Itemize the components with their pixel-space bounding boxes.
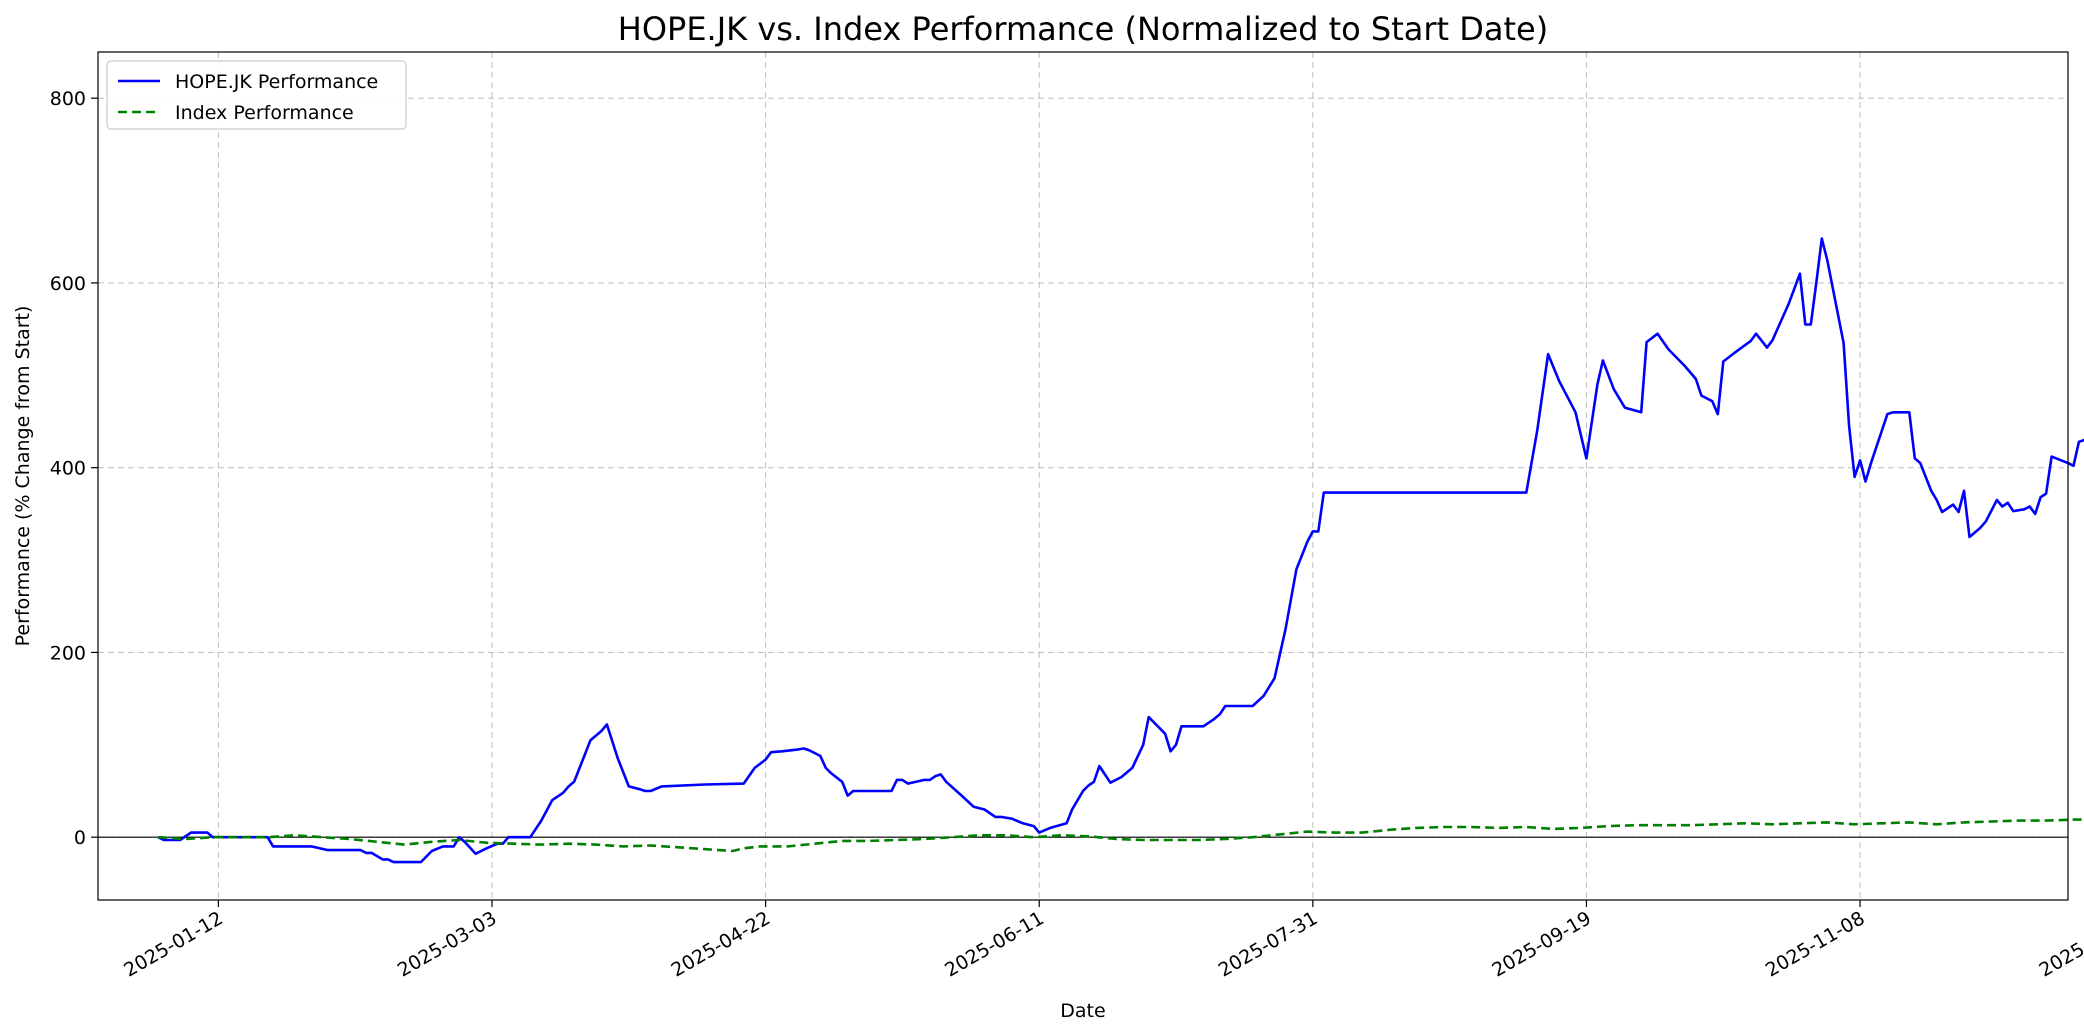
series-layer bbox=[157, 237, 2084, 864]
legend-box bbox=[106, 60, 407, 130]
series-line-index bbox=[158, 818, 2084, 853]
chart-title: HOPE.JK vs. Index Performance (Normalize… bbox=[618, 10, 1548, 48]
legend: HOPE.JK Performance Index Performance bbox=[106, 60, 407, 130]
plot-frame bbox=[97, 51, 2069, 901]
y-tick-label: 200 bbox=[50, 642, 86, 664]
series-line-hope bbox=[157, 237, 2084, 864]
y-tick-label: 0 bbox=[74, 827, 86, 849]
x-axis-label: Date bbox=[1060, 1000, 1105, 1022]
y-tick-label: 600 bbox=[50, 273, 86, 295]
y-axis-label: Performance (% Change from Start) bbox=[12, 306, 34, 647]
y-tick-label: 800 bbox=[50, 88, 86, 110]
legend-label-hope: HOPE.JK Performance bbox=[175, 71, 378, 93]
y-tick-label: 400 bbox=[50, 458, 86, 480]
legend-label-index: Index Performance bbox=[175, 102, 354, 124]
